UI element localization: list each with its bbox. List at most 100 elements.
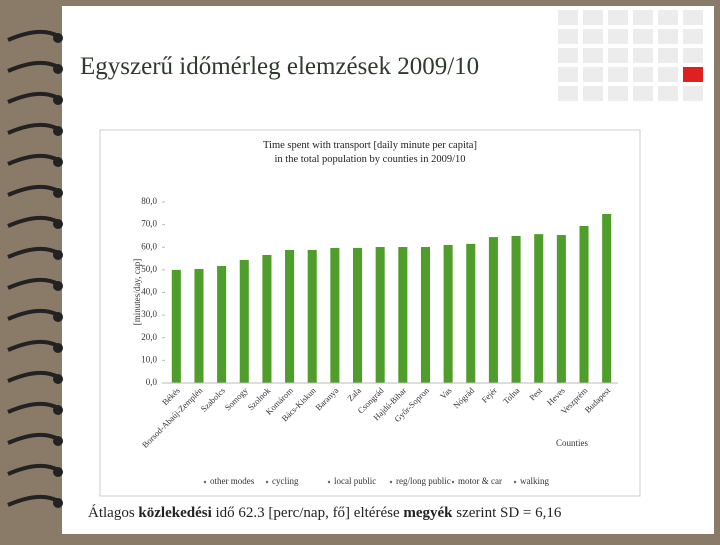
ring bbox=[7, 122, 59, 135]
square bbox=[633, 48, 653, 63]
ring-hole bbox=[53, 312, 63, 322]
ring-hole bbox=[53, 95, 63, 105]
ring bbox=[7, 184, 59, 197]
y-tick-label: 20,0 bbox=[141, 332, 157, 342]
bar bbox=[443, 244, 453, 383]
y-axis-label: [minutes/day, cap] bbox=[132, 259, 142, 325]
ring-hole bbox=[53, 126, 63, 136]
ring bbox=[7, 463, 59, 476]
square bbox=[658, 10, 678, 25]
bar bbox=[579, 225, 589, 383]
chart-title: in the total population by counties in 2… bbox=[274, 154, 465, 165]
y-tick-label: 30,0 bbox=[141, 309, 157, 319]
ring-hole bbox=[53, 250, 63, 260]
bar bbox=[602, 213, 612, 383]
square bbox=[683, 48, 703, 63]
legend-label: motor & car bbox=[458, 476, 502, 486]
y-tick-label: 70,0 bbox=[141, 219, 157, 229]
legend-marker bbox=[451, 480, 455, 484]
square bbox=[583, 86, 603, 101]
ring bbox=[7, 339, 59, 352]
ring-hole bbox=[53, 188, 63, 198]
ring bbox=[7, 91, 59, 104]
bar bbox=[330, 247, 340, 383]
legend-marker bbox=[327, 480, 331, 484]
square bbox=[658, 48, 678, 63]
footer-text: szerint SD = 6,16 bbox=[453, 505, 562, 521]
ring bbox=[7, 494, 59, 507]
footer-text: idő 62.3 [perc/nap, fő] eltérése bbox=[212, 505, 404, 521]
x-axis-label: Counties bbox=[556, 438, 588, 448]
bar bbox=[262, 254, 272, 383]
bar bbox=[217, 266, 227, 383]
ring bbox=[7, 215, 59, 228]
ring-hole bbox=[53, 498, 63, 508]
square bbox=[583, 10, 603, 25]
square bbox=[658, 86, 678, 101]
footer-text: közlekedési bbox=[138, 505, 211, 521]
square bbox=[558, 86, 578, 101]
ring bbox=[7, 29, 59, 42]
ring-hole bbox=[53, 467, 63, 477]
ring-hole bbox=[53, 219, 63, 229]
legend-label: walking bbox=[520, 476, 549, 486]
square bbox=[583, 67, 603, 82]
square bbox=[583, 48, 603, 63]
ring-hole bbox=[53, 33, 63, 43]
ring-hole bbox=[53, 343, 63, 353]
bar bbox=[488, 237, 498, 383]
bar bbox=[171, 269, 181, 383]
square bbox=[608, 48, 628, 63]
ring-hole bbox=[53, 405, 63, 415]
square bbox=[558, 67, 578, 82]
square bbox=[608, 86, 628, 101]
square bbox=[583, 29, 603, 44]
chart-frame bbox=[99, 129, 641, 497]
square bbox=[683, 10, 703, 25]
ring-hole bbox=[53, 281, 63, 291]
y-tick-label: 80,0 bbox=[141, 196, 157, 206]
legend-label: other modes bbox=[210, 476, 255, 486]
square bbox=[683, 86, 703, 101]
legend-marker bbox=[203, 480, 207, 484]
bar bbox=[352, 247, 363, 383]
bar bbox=[307, 249, 317, 383]
square bbox=[558, 10, 578, 25]
chart-title: Time spent with transport [daily minute … bbox=[263, 140, 477, 151]
ring-hole bbox=[53, 157, 63, 167]
square bbox=[608, 29, 628, 44]
y-tick-label: 50,0 bbox=[141, 264, 157, 274]
bar bbox=[466, 243, 476, 383]
legend-label: local public bbox=[334, 476, 376, 486]
bar bbox=[194, 268, 204, 383]
spiral-binding bbox=[7, 29, 63, 508]
bar bbox=[511, 235, 521, 383]
ring bbox=[7, 401, 59, 414]
corner-squares bbox=[558, 10, 703, 101]
y-tick-label: 10,0 bbox=[141, 354, 157, 364]
ring bbox=[7, 277, 59, 290]
legend-marker bbox=[513, 480, 517, 484]
square bbox=[608, 10, 628, 25]
footer-text: Átlagos bbox=[88, 504, 138, 521]
legend-marker bbox=[265, 480, 269, 484]
bar bbox=[375, 247, 385, 383]
y-tick-label: 60,0 bbox=[141, 241, 157, 251]
square bbox=[658, 29, 678, 44]
square bbox=[683, 29, 703, 44]
legend-label: reg/long public bbox=[396, 476, 451, 486]
square bbox=[633, 86, 653, 101]
square bbox=[558, 29, 578, 44]
ring bbox=[7, 153, 59, 166]
ring-hole bbox=[53, 374, 63, 384]
square bbox=[658, 67, 678, 82]
ring-hole bbox=[53, 64, 63, 74]
bar bbox=[534, 234, 544, 383]
bar bbox=[239, 259, 249, 383]
bar bbox=[556, 235, 566, 383]
bar bbox=[285, 249, 295, 383]
y-tick-label: 40,0 bbox=[141, 287, 157, 297]
ring bbox=[7, 246, 59, 259]
slide-title: Egyszerű időmérleg elemzések 2009/10 bbox=[80, 53, 479, 80]
legend-label: cycling bbox=[272, 476, 299, 486]
